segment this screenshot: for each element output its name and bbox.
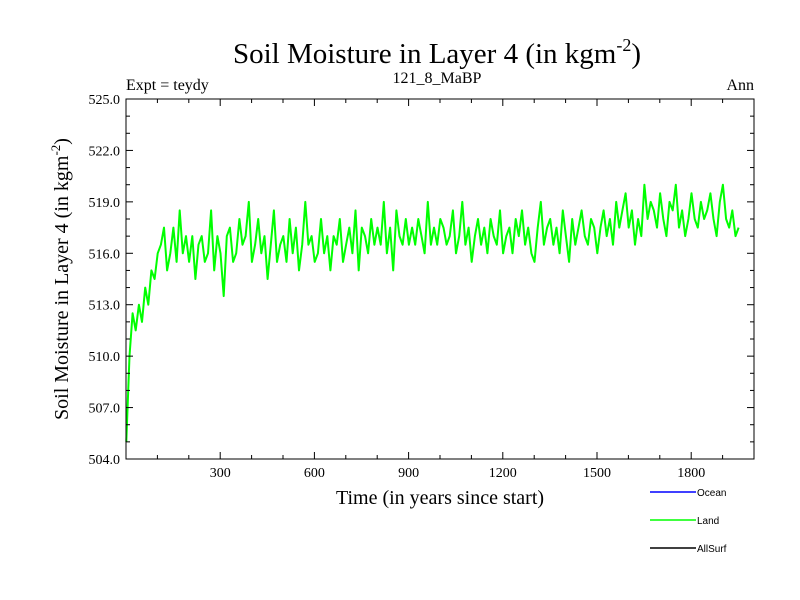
y-tick-label: 516.0 xyxy=(89,247,121,262)
y-tick-label: 504.0 xyxy=(89,453,121,468)
subtitle-right: Ann xyxy=(726,77,754,94)
series-layer xyxy=(125,183,740,442)
y-tick-label: 507.0 xyxy=(89,402,121,417)
chart-title-superscript: -2 xyxy=(616,35,631,55)
plot-area xyxy=(125,98,755,460)
legend-label-land: Land xyxy=(697,516,719,527)
y-axis-label-text: Soil Moisture in Layer 4 (in kgm xyxy=(51,155,73,420)
y-tick-label: 519.0 xyxy=(89,196,121,211)
y-tick-label: 510.0 xyxy=(89,350,121,365)
legend: Ocean Land AllSurf xyxy=(650,488,727,555)
legend-label-allsurf: AllSurf xyxy=(697,544,727,555)
tick-layer xyxy=(126,98,754,460)
tick-label-layer: 300 600 900 1200 1500 1800 504.0 507.0 510.0 513.… xyxy=(89,93,706,481)
y-tick-label: 525.0 xyxy=(89,93,121,108)
x-tick-label: 1500 xyxy=(583,466,611,481)
x-axis-label: Time (in years since start) xyxy=(336,487,544,509)
chart-title: Soil Moisture in Layer 4 (in kgm-2) xyxy=(233,35,641,70)
subtitle-center: 121_8_MaBP xyxy=(393,70,482,87)
x-tick-label: 900 xyxy=(398,466,419,481)
subtitle-left: Expt = teydy xyxy=(126,77,209,94)
x-tick-label: 300 xyxy=(210,466,231,481)
y-axis-label-superscript: -2 xyxy=(48,145,63,156)
x-tick-label: 600 xyxy=(304,466,325,481)
y-axis-label-close: ) xyxy=(51,138,73,145)
series-line-land xyxy=(125,183,740,442)
x-tick-label: 1200 xyxy=(489,466,517,481)
y-axis-label: Soil Moisture in Layer 4 (in kgm-2) xyxy=(48,138,73,420)
x-tick-label: 1800 xyxy=(677,466,705,481)
chart-title-close: ) xyxy=(631,38,641,70)
y-tick-label: 513.0 xyxy=(89,299,121,314)
chart-title-text: Soil Moisture in Layer 4 (in kgm xyxy=(233,38,617,70)
legend-label-ocean: Ocean xyxy=(697,488,726,499)
y-tick-label: 522.0 xyxy=(89,144,121,159)
plot-frame xyxy=(125,98,755,460)
